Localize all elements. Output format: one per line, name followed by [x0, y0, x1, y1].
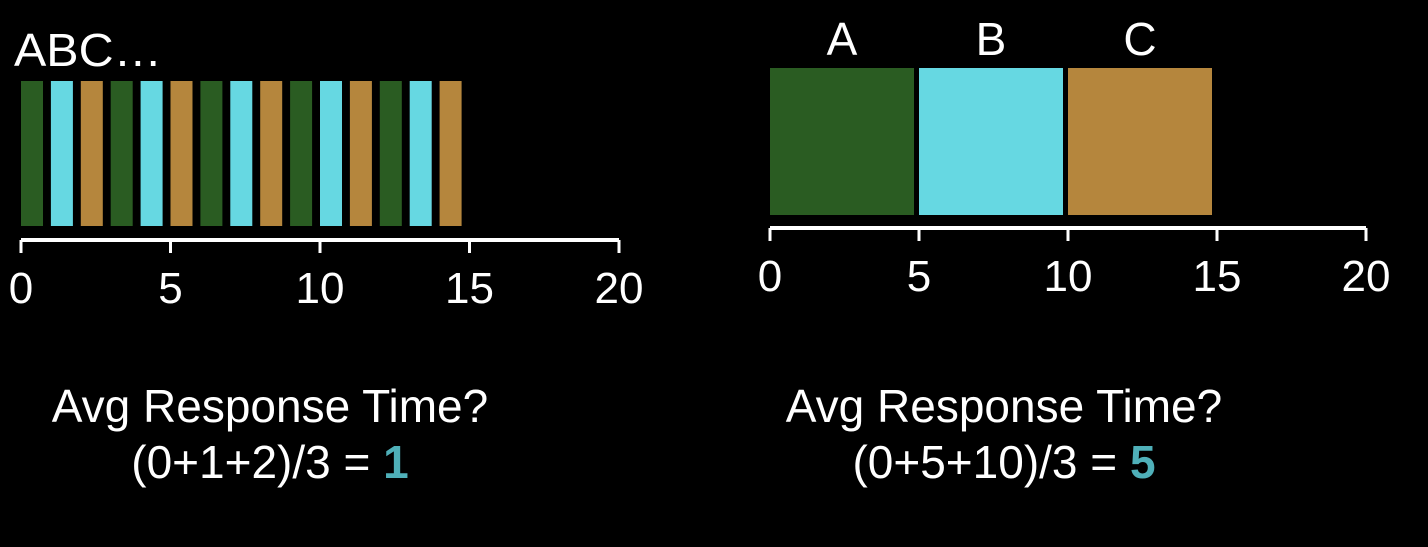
time-slice-14 [439, 81, 462, 226]
right-caption: Avg Response Time? (0+5+10)/3 = 5 [748, 378, 1260, 490]
left-time-axis: 0 5 10 15 20 [9, 238, 644, 313]
right-axis-label-15: 15 [1193, 252, 1242, 301]
job-block-b [919, 68, 1063, 215]
left-axis-label-20: 20 [595, 264, 644, 313]
right-axis-label-10: 10 [1044, 252, 1093, 301]
fifo-job-blocks: A B C [770, 13, 1212, 215]
time-slice-12 [379, 81, 402, 226]
time-slice-9 [290, 81, 313, 226]
left-caption: Avg Response Time? (0+1+2)/3 = 1 [14, 378, 526, 490]
right-answer: 5 [1129, 436, 1156, 488]
job-label-a: A [827, 13, 858, 65]
job-block-c [1068, 68, 1212, 215]
time-slice-6 [200, 81, 223, 226]
right-formula: (0+5+10)/3 = [852, 436, 1130, 488]
time-slice-13 [409, 81, 432, 226]
job-block-a [770, 68, 914, 215]
time-slice-4 [140, 81, 163, 226]
time-slice-3 [110, 81, 133, 226]
job-sequence-label: ABC… [14, 24, 162, 76]
left-answer: 1 [383, 436, 409, 488]
time-slice-5 [170, 81, 193, 226]
time-slice-10 [320, 81, 342, 226]
left-formula-line: (0+1+2)/3 = 1 [14, 434, 526, 490]
left-question: Avg Response Time? [51, 380, 489, 432]
left-axis-label-0: 0 [9, 264, 33, 313]
time-slice-2 [80, 81, 103, 226]
fifo-timeline: A B C 0 5 10 15 20 [758, 13, 1391, 301]
right-axis-label-5: 5 [907, 252, 931, 301]
left-axis-label-10: 10 [296, 264, 345, 313]
left-axis-label-15: 15 [445, 264, 494, 313]
right-time-axis: 0 5 10 15 20 [758, 226, 1391, 301]
job-label-b: B [976, 13, 1007, 65]
time-slice-1 [50, 81, 73, 226]
time-slice-7 [230, 81, 253, 226]
time-slice-0 [21, 81, 43, 226]
right-axis-label-20: 20 [1342, 252, 1391, 301]
round-robin-timeline: ABC… 0 5 10 15 20 [9, 24, 644, 313]
right-axis-label-0: 0 [758, 252, 782, 301]
time-slice-11 [349, 81, 372, 226]
left-formula: (0+1+2)/3 = [131, 436, 384, 488]
left-axis-label-5: 5 [158, 264, 182, 313]
right-question: Avg Response Time? [785, 380, 1223, 432]
time-slice-8 [260, 81, 283, 226]
job-label-c: C [1123, 13, 1156, 65]
round-robin-slots [21, 81, 462, 226]
right-formula-line: (0+5+10)/3 = 5 [748, 434, 1260, 490]
